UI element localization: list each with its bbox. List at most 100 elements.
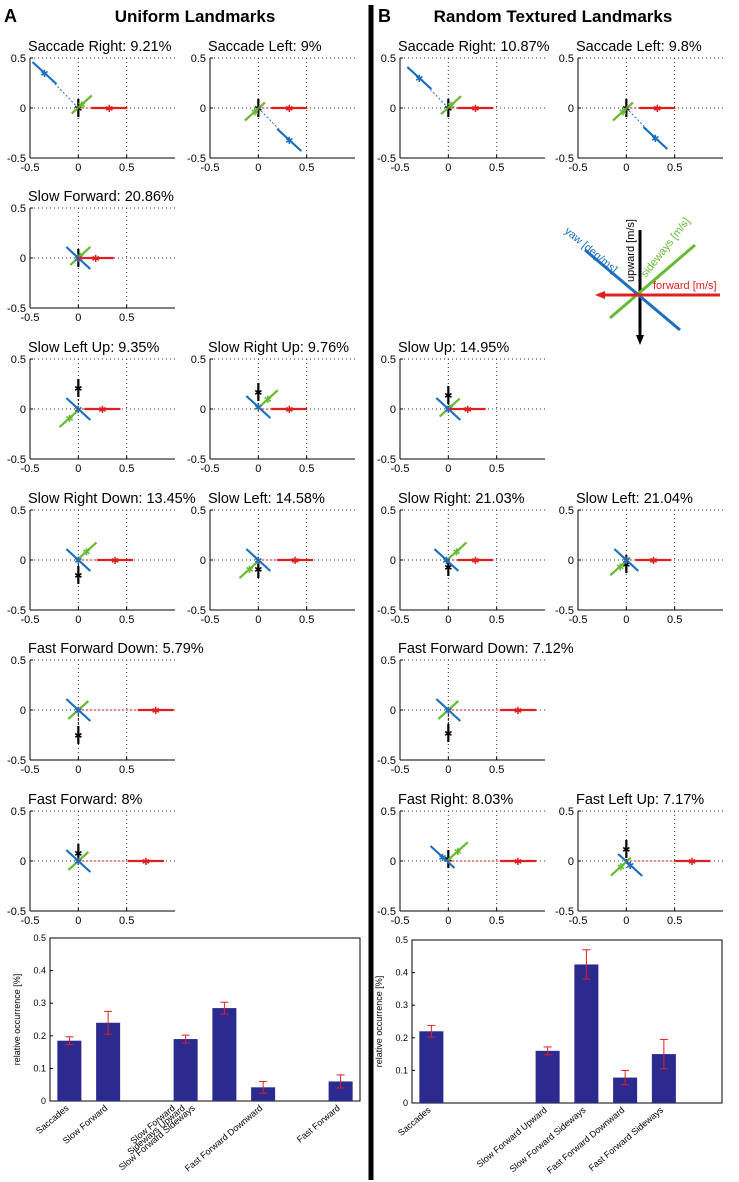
legend-upward-label: upward [m/s]	[625, 219, 637, 282]
yaw-marker: ✱	[415, 74, 423, 85]
sideways-marker: ✱	[619, 108, 627, 119]
forward-marker: ✱	[514, 857, 522, 868]
y-tick-label: 0	[390, 705, 396, 717]
legend-yaw-label: yaw [deg/ms]	[562, 225, 619, 276]
panel-title-b: Random Textured Landmarks	[434, 7, 673, 26]
y-tick-label: 0.5	[11, 53, 26, 65]
forward-marker: ✱	[142, 857, 150, 868]
bar-frame	[411, 939, 723, 1104]
panel-b-plot: Fast Left Up: 7.17%0.50-0.5-0.5 0 0.5✱✱ ✱ ✱	[555, 792, 723, 927]
sideways-bar	[238, 559, 261, 579]
y-tick-label: -0.5	[377, 454, 396, 466]
y-tick-label: 0	[41, 1096, 46, 1106]
forward-marker: ✱	[653, 104, 661, 115]
y-tick-label: -0.5	[7, 755, 26, 767]
sideways-link	[77, 104, 83, 109]
y-tick-label: -0.5	[555, 153, 574, 165]
panel-a-plot: Saccade Left: 9%0.50-0.5-0.500.5✱✱✱✱	[187, 39, 355, 174]
yaw-link	[44, 72, 79, 109]
y-tick-label: 0.5	[381, 505, 396, 517]
plot-title: Saccade Right: 9.21%	[28, 39, 172, 55]
category-label: Slow Forward Sideways	[508, 1105, 588, 1175]
x-tick-label: -0.5	[21, 614, 40, 626]
bar	[574, 964, 599, 1103]
y-tick-label: 0.1	[395, 1065, 408, 1075]
y-tick-label: -0.5	[377, 906, 396, 918]
x-tick-label: -0.5	[569, 162, 588, 174]
panel-b-plot: Slow Up: 14.95%0.50-0.5-0.500.5✱✱✱✱	[377, 340, 545, 475]
bar-frame	[49, 937, 361, 1102]
forward-marker: ✱	[463, 405, 471, 416]
sideways-link	[447, 551, 457, 561]
x-tick-label: 0.5	[299, 162, 314, 174]
forward-marker: ✱	[92, 254, 100, 265]
x-tick-label: 0.5	[119, 915, 134, 927]
x-tick-label: 0	[75, 463, 81, 475]
panel-a-plot: Slow Right Down: 13.45%0.50-0.5-0.5 0 0.5✱…	[7, 491, 196, 626]
yaw-link	[257, 107, 290, 141]
yaw-link	[418, 77, 449, 109]
plot-title: Fast Right: 8.03%	[398, 792, 513, 808]
y-tick-label: -0.5	[187, 454, 206, 466]
x-tick-label: 0.5	[489, 764, 504, 776]
upward-marker: ✱	[622, 845, 630, 856]
yaw-link	[442, 856, 449, 862]
upward-marker: ✱	[444, 391, 452, 402]
upward-marker: ✱	[622, 560, 630, 571]
y-tick-label: 0.5	[11, 655, 26, 667]
upward-marker: ✱	[74, 571, 82, 582]
x-tick-label: -0.5	[391, 915, 410, 927]
plot-title: Saccade Left: 9.8%	[576, 39, 702, 55]
y-tick-label: 0.5	[559, 53, 574, 65]
plot-title: Saccade Left: 9%	[208, 39, 322, 55]
plot-title: Slow Left: 14.58%	[208, 491, 325, 507]
panel-a-plot: Saccade Right: 9.21%0.50-0.5-0.5 0 0.5✱✱✱✱	[7, 39, 175, 174]
x-tick-label: -0.5	[569, 915, 588, 927]
y-tick-label: 0.5	[381, 655, 396, 667]
sideways-link	[619, 559, 627, 567]
y-tick-label: -0.5	[7, 605, 26, 617]
y-tick-label: -0.5	[187, 605, 206, 617]
y-tick-label: -0.5	[7, 153, 26, 165]
x-tick-label: 0	[623, 614, 629, 626]
legend-forward-label: forward [m/s]	[653, 280, 717, 292]
yaw-marker: ✱	[626, 861, 634, 872]
bar	[173, 1039, 198, 1101]
plot-title: Fast Left Up: 7.17%	[576, 792, 704, 808]
y-tick-label: 0	[390, 555, 396, 567]
sideways-link	[622, 107, 627, 112]
y-tick-label: 0	[20, 856, 26, 868]
axes-legend: upward [m/s] sideways [m/s]forward [m/s]y…	[562, 216, 720, 345]
y-tick-label: 0.5	[11, 806, 26, 818]
y-tick-label: 0	[568, 856, 574, 868]
x-tick-label: -0.5	[21, 463, 40, 475]
legend-forward-arrow	[595, 291, 605, 299]
x-tick-label: 0.5	[489, 463, 504, 475]
y-tick-label: 0	[403, 1098, 408, 1108]
y-tick-label: 0	[20, 404, 26, 416]
bar	[96, 1022, 121, 1101]
y-tick-label: 0.5	[191, 53, 206, 65]
panel-title-a: Uniform Landmarks	[115, 7, 276, 26]
x-tick-label: -0.5	[21, 162, 40, 174]
sideways-bar	[75, 541, 98, 562]
sideways-marker: ✱	[251, 108, 259, 119]
sideways-link	[77, 551, 87, 561]
sideways-marker: ✱	[444, 706, 452, 717]
yaw-link	[625, 107, 656, 139]
yaw-marker: ✱	[622, 556, 630, 567]
forward-marker: ✱	[285, 104, 293, 115]
x-tick-label: -0.5	[201, 614, 220, 626]
x-tick-label: 0.5	[489, 162, 504, 174]
y-tick-label: 0.1	[33, 1063, 46, 1073]
bar-charts: 0 0.1 0.2 0.3 0.4 0.5 relative occurrence [%] S…	[12, 933, 723, 1176]
yaw-marker: ✱	[651, 134, 659, 145]
forward-marker: ✱	[111, 556, 119, 567]
x-tick-label: 0.5	[489, 614, 504, 626]
x-tick-label: -0.5	[21, 915, 40, 927]
bar	[328, 1081, 353, 1101]
y-tick-label: -0.5	[555, 605, 574, 617]
y-tick-label: 0.2	[395, 1033, 408, 1043]
upward-marker: ✱	[254, 388, 262, 399]
x-tick-label: 0	[75, 764, 81, 776]
